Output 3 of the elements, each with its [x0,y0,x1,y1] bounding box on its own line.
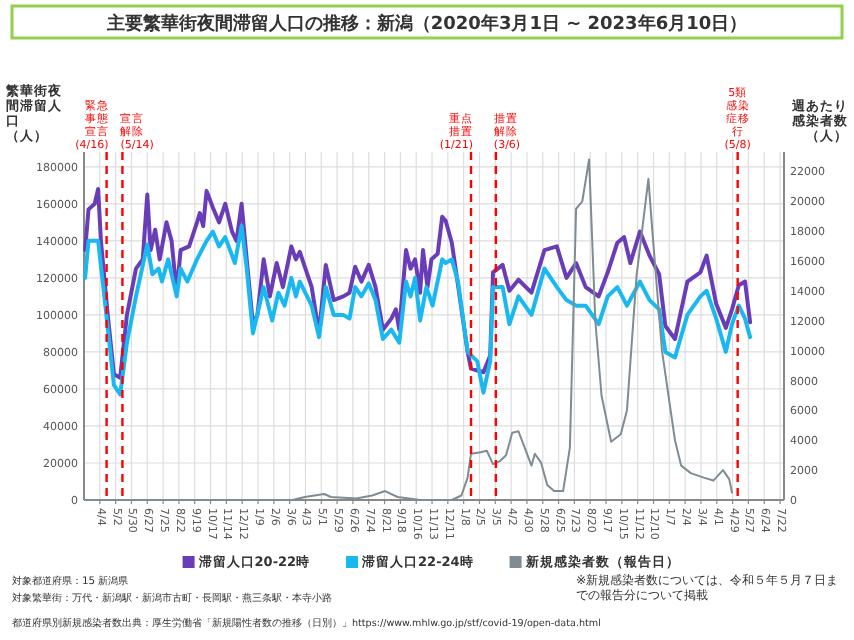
chart-title: 主要繁華街夜間滞留人口の推移：新潟（2020年3月1日 ~ 2023年6月10日） [104,13,748,35]
line-series [83,224,753,397]
line-series [83,187,753,380]
